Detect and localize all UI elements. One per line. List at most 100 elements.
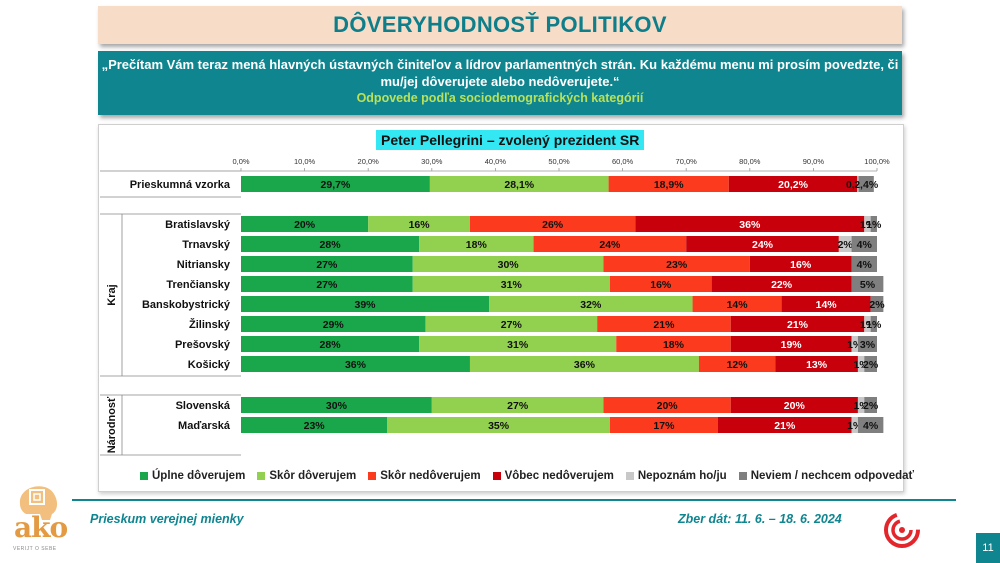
data-label: 29,7% (321, 179, 351, 191)
bar-segment (851, 417, 858, 433)
data-label: 3% (860, 339, 876, 351)
data-label: 16% (790, 259, 812, 271)
bar-segment (864, 356, 877, 372)
category-label: Trnavský (182, 239, 231, 251)
category-label: Košický (188, 359, 231, 371)
bar-segment (730, 316, 865, 332)
bar-segment (469, 216, 636, 232)
legend-swatch (140, 472, 148, 480)
data-label: 36% (739, 219, 761, 231)
legend-swatch (368, 472, 377, 480)
bar-segment (241, 316, 426, 332)
bar-segment (692, 296, 782, 312)
footer-date-range: Zber dát: 11. 6. – 18. 6. 2024 (678, 512, 842, 526)
data-label: 20% (657, 400, 679, 412)
data-label: 27% (501, 319, 523, 331)
bar-segment (425, 316, 598, 332)
data-label: 16% (650, 279, 672, 291)
group-label: Kraj (106, 284, 118, 305)
data-label: 1% (866, 319, 882, 331)
data-label: 21% (653, 319, 675, 331)
data-label: 2,4% (854, 179, 879, 191)
legend-label: Nepoznám ho/ju (637, 470, 727, 482)
chart-legend: Úplne dôverujem Skôr dôverujem Skôr nedôve… (140, 470, 914, 482)
data-label: 14% (816, 299, 838, 311)
bar-segment (864, 316, 871, 332)
page-title: DÔVERYHODNOSŤ POLITIKOV (333, 12, 667, 37)
bar-segment (597, 316, 731, 332)
x-tick-label: 20,0% (358, 157, 380, 166)
bar-segment (489, 296, 693, 312)
bar-segment (412, 256, 604, 272)
bar-segment (838, 236, 852, 252)
data-label: 39% (355, 299, 377, 311)
bar-segment (241, 236, 420, 252)
x-tick-label: 100,0% (864, 157, 890, 166)
bar-segment (412, 276, 610, 292)
bar-segment (857, 417, 884, 433)
bar-segment (864, 397, 877, 413)
x-tick-label: 60,0% (612, 157, 634, 166)
data-label: 22% (771, 279, 793, 291)
data-label: 30% (498, 259, 520, 271)
data-label: 23% (666, 259, 688, 271)
data-label: 20% (784, 400, 806, 412)
bar-segment (608, 176, 729, 192)
bar-segment (698, 356, 776, 372)
bar-segment (368, 216, 470, 232)
title-box: DÔVERYHODNOSŤ POLITIKOV (98, 6, 902, 44)
data-label: 13% (806, 359, 828, 371)
data-label: 27% (316, 259, 338, 271)
category-label: Prešovský (175, 339, 231, 351)
legend-label: Úplne dôverujem (152, 470, 246, 482)
data-label: 27% (316, 279, 338, 291)
legend-item: Úplne dôverujem (140, 470, 245, 482)
data-label: 1% (866, 219, 882, 231)
data-label: 28% (320, 339, 342, 351)
x-tick-label: 70,0% (676, 157, 698, 166)
data-label: 16% (409, 219, 431, 231)
data-label: 21% (787, 319, 809, 331)
bar-segment (429, 176, 609, 192)
data-label: 29% (323, 319, 345, 331)
category-label: Bratislavský (165, 219, 231, 231)
data-label: 20,2% (778, 179, 808, 191)
data-label: 17% (653, 420, 675, 432)
bar-segment (616, 336, 731, 352)
data-label: 4% (857, 259, 873, 271)
data-label: 4% (863, 420, 879, 432)
bar-segment (419, 236, 534, 252)
bar-segment (241, 356, 470, 372)
bar-segment (609, 417, 718, 433)
data-label: 36% (574, 359, 596, 371)
bar-segment (857, 397, 865, 413)
bar-segment (857, 176, 859, 192)
legend-swatch (738, 472, 747, 480)
bar-segment (730, 336, 852, 352)
data-label: 4% (857, 239, 873, 251)
data-label: 2% (863, 359, 879, 371)
group-label: Národnosť (106, 396, 118, 453)
bar-segment (419, 336, 617, 352)
data-label: 2% (869, 299, 885, 311)
bar-segment (387, 417, 610, 433)
data-label: 20% (294, 219, 316, 231)
legend-label: Skôr nedôverujem (380, 470, 481, 482)
category-label: Maďarská (178, 420, 231, 432)
category-label: Banskobystrický (142, 299, 231, 311)
ako-head-logo-icon (19, 486, 58, 520)
bar-segment (609, 276, 712, 292)
legend-item: Nepoznám ho/ju (625, 470, 727, 482)
bar-segment (241, 296, 490, 312)
category-label: Prieskumná vzorka (130, 179, 231, 191)
data-label: 5% (860, 279, 876, 291)
legend-swatch (257, 472, 266, 480)
bar-segment (851, 236, 877, 252)
bar-segment (870, 316, 877, 332)
x-tick-label: 80,0% (739, 157, 761, 166)
bar-segment (749, 256, 852, 272)
bar-segment (241, 276, 413, 292)
bar-segment (241, 256, 413, 272)
bar-segment (686, 236, 839, 252)
bar-segment (241, 176, 430, 192)
